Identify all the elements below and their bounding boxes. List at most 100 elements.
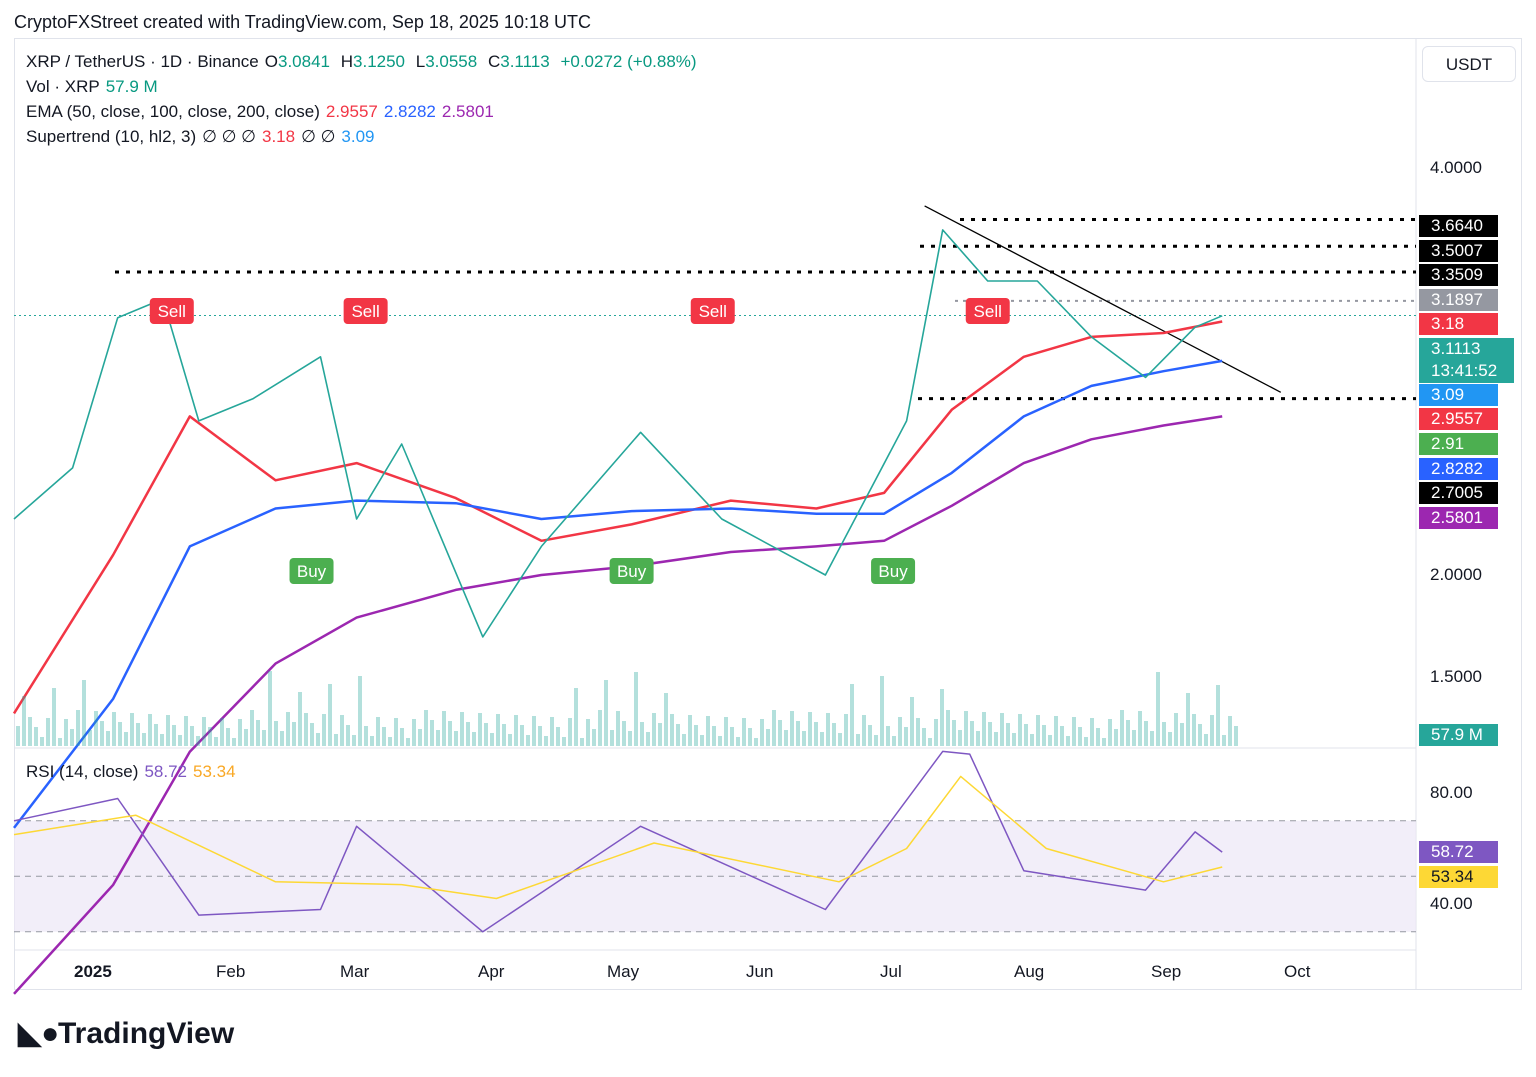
legend-volume-row[interactable]: Vol · XRP 57.9 M bbox=[26, 77, 164, 97]
buy-signal-badge[interactable] bbox=[871, 558, 916, 584]
volume-bar bbox=[286, 712, 290, 746]
volume-bar bbox=[520, 725, 524, 746]
volume-bar bbox=[64, 719, 68, 746]
volume-bar bbox=[844, 714, 848, 746]
time-tick: Jul bbox=[880, 962, 902, 981]
volume-bar bbox=[490, 733, 494, 746]
ema-200-line[interactable] bbox=[13, 415, 1223, 995]
legend-ema-row[interactable]: EMA (50, close, 100, close, 200, close) 2… bbox=[26, 102, 500, 122]
rsi-legend[interactable]: RSI (14, close) 58.72 53.34 bbox=[26, 762, 242, 782]
ema-100-line[interactable] bbox=[13, 359, 1223, 829]
rsi-tick: 80.00 bbox=[1430, 783, 1473, 802]
rsi-tag: 58.72 bbox=[1419, 841, 1498, 863]
symbol-name[interactable]: XRP / TetherUS · 1D · Binance bbox=[26, 52, 259, 71]
price-tag: 2.9557 bbox=[1419, 408, 1498, 430]
high-label: H bbox=[340, 52, 354, 71]
volume-bar bbox=[292, 722, 296, 746]
volume-bar bbox=[184, 716, 188, 746]
chart-frame bbox=[14, 38, 1522, 990]
volume-bar bbox=[460, 712, 464, 746]
volume-bar bbox=[1198, 724, 1202, 746]
volume-bar bbox=[952, 720, 956, 746]
volume-bar bbox=[106, 731, 110, 746]
volume-bar bbox=[508, 734, 512, 746]
volume-bar bbox=[694, 725, 698, 746]
volume-bar bbox=[22, 696, 26, 746]
sell-signal-label: Sell bbox=[699, 302, 727, 321]
volume-bar bbox=[772, 710, 776, 746]
supertrend-label: Supertrend (10, hl2, 3) bbox=[26, 127, 197, 146]
volume-bar bbox=[1096, 728, 1100, 746]
volume-bar bbox=[484, 723, 488, 746]
volume-bar bbox=[154, 724, 158, 746]
volume-bar bbox=[790, 711, 794, 746]
volume-bar bbox=[748, 728, 752, 746]
last-price-tag: 3.1113 13:41:52 bbox=[1419, 338, 1514, 383]
rsi-ma-value: 53.34 bbox=[192, 762, 236, 781]
volume-bar bbox=[406, 738, 410, 746]
price-tick: 2.0000 bbox=[1430, 565, 1482, 584]
volume-bar bbox=[430, 720, 434, 746]
volume-bar bbox=[376, 717, 380, 746]
volume-bar bbox=[814, 722, 818, 746]
sell-signal-badge[interactable] bbox=[149, 298, 194, 324]
rsi-ma-line[interactable] bbox=[13, 775, 1223, 900]
volume-bar bbox=[808, 712, 812, 746]
volume-bar bbox=[166, 715, 170, 746]
volume-bar bbox=[574, 688, 578, 746]
volume-bar bbox=[700, 735, 704, 746]
volume-bar bbox=[1204, 734, 1208, 746]
volume-bar bbox=[1060, 726, 1064, 746]
volume-bar bbox=[976, 731, 980, 746]
volume-bar bbox=[718, 736, 722, 746]
last-price-value: 3.1113 bbox=[1431, 339, 1481, 358]
volume-bar bbox=[754, 738, 758, 746]
buy-signal-badge[interactable] bbox=[609, 558, 654, 584]
time-tick: Aug bbox=[1014, 962, 1045, 981]
volume-bar bbox=[424, 710, 428, 746]
volume-bar bbox=[322, 714, 326, 746]
volume-bar bbox=[466, 722, 470, 746]
close-line[interactable] bbox=[13, 229, 1223, 638]
volume-bar bbox=[760, 719, 764, 746]
volume-bar bbox=[172, 725, 176, 746]
volume-bar bbox=[544, 736, 548, 746]
open-value: 3.0841 bbox=[278, 52, 330, 71]
ema-50-line[interactable] bbox=[12, 320, 1223, 715]
tradingview-wordmark: TradingView bbox=[58, 1017, 235, 1050]
volume-bar bbox=[946, 710, 950, 746]
volume-bar bbox=[562, 737, 566, 746]
volume-bar bbox=[730, 727, 734, 746]
price-tag: 3.5007 bbox=[1419, 240, 1498, 262]
sell-signal-badge[interactable] bbox=[690, 298, 735, 324]
volume-bar bbox=[1192, 714, 1196, 746]
supertrend-empty: ∅ ∅ ∅ bbox=[202, 127, 256, 146]
volume-bar bbox=[688, 715, 692, 746]
volume-bar bbox=[610, 730, 614, 746]
volume-bar bbox=[160, 734, 164, 746]
volume-bar bbox=[304, 713, 308, 746]
sell-signal-badge[interactable] bbox=[343, 298, 388, 324]
volume-bar bbox=[910, 697, 914, 746]
volume-bar bbox=[838, 733, 842, 746]
price-tag: 3.3509 bbox=[1419, 264, 1498, 286]
sell-signal-badge[interactable] bbox=[965, 298, 1010, 324]
volume-bar bbox=[1054, 716, 1058, 746]
volume-bar bbox=[514, 715, 518, 746]
price-tag: 2.8282 bbox=[1419, 458, 1498, 480]
countdown-value: 13:41:52 bbox=[1431, 361, 1498, 380]
close-label: C bbox=[487, 52, 501, 71]
volume-bar bbox=[328, 684, 332, 746]
volume-bar bbox=[202, 717, 206, 746]
legend-supertrend-row[interactable]: Supertrend (10, hl2, 3) ∅ ∅ ∅ 3.18 ∅ ∅ 3.09 bbox=[26, 127, 381, 147]
volume-bar bbox=[142, 733, 146, 746]
currency-button[interactable]: USDT bbox=[1422, 46, 1516, 82]
volume-bar bbox=[1018, 714, 1022, 746]
volume-bar bbox=[454, 731, 458, 746]
rsi-line[interactable] bbox=[13, 750, 1223, 933]
volume-bar bbox=[868, 725, 872, 746]
buy-signal-badge[interactable] bbox=[289, 558, 334, 584]
volume-bar bbox=[556, 727, 560, 746]
volume-bar bbox=[94, 711, 98, 746]
